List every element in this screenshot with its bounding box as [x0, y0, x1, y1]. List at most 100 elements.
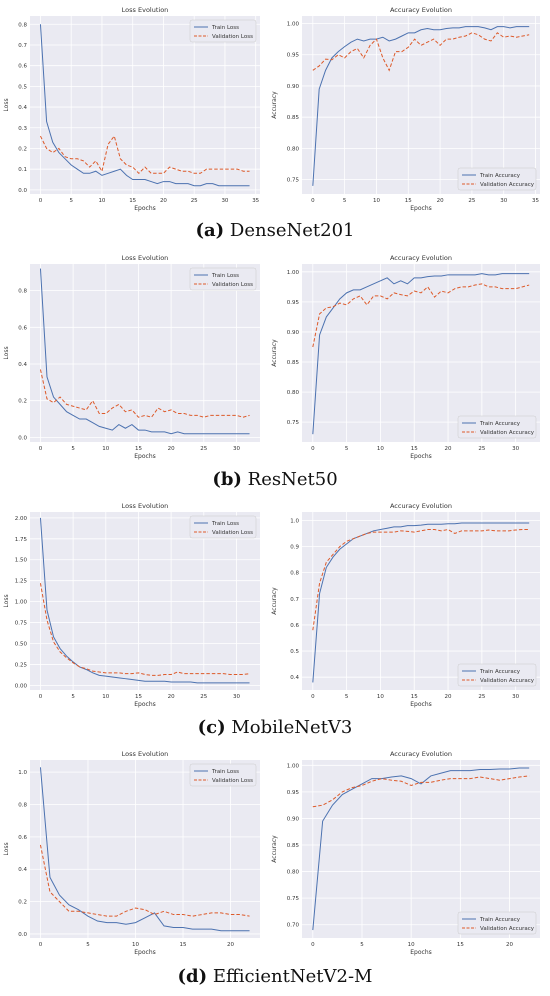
x-tick-label: 30	[221, 198, 228, 204]
y-tick-label: 0.8	[290, 571, 299, 577]
x-tick-label: 15	[457, 942, 464, 948]
y-axis-label: Loss	[3, 346, 10, 359]
legend-entry-label: Train Accuracy	[479, 669, 521, 675]
caption-label: (c)	[197, 717, 226, 738]
legend-entry-label: Train Loss	[211, 273, 239, 279]
y-tick-label: 0.0	[18, 435, 27, 441]
y-tick-label: 0.90	[287, 84, 300, 90]
legend-entry-label: Train Accuracy	[479, 173, 521, 179]
x-tick-label: 20	[445, 694, 452, 700]
y-tick-label: 0.6	[18, 835, 27, 841]
legend-box	[457, 167, 537, 191]
x-tick-label: 15	[135, 694, 142, 700]
y-tick-label: 0.85	[287, 360, 300, 366]
y-tick-label: 0.8	[18, 289, 27, 295]
plot-area	[302, 512, 540, 690]
y-tick-label: 0.3	[18, 126, 27, 132]
x-tick-label: 0	[39, 446, 43, 452]
x-tick-label: 25	[478, 694, 485, 700]
y-tick-label: 0.7	[18, 43, 27, 49]
y-axis-label: Loss	[3, 594, 10, 607]
x-tick-label: 0	[311, 446, 315, 452]
y-tick-label: 1.0	[290, 518, 299, 524]
y-tick-label: 2.00	[15, 516, 28, 522]
panel-caption: (b) ResNet50	[0, 469, 550, 490]
x-tick-label: 10	[102, 694, 109, 700]
y-tick-label: 0.0	[18, 932, 27, 938]
y-axis-label: Accuracy	[271, 835, 278, 863]
legend-entry-label: Validation Accuracy	[480, 678, 535, 684]
y-tick-label: 0.80	[287, 390, 300, 396]
y-tick-label: 0.95	[287, 790, 300, 796]
x-tick-label: 20	[168, 446, 175, 452]
legend-entry-label: Train Accuracy	[479, 421, 521, 427]
loss-chart-2: 0 5 10 15 20 25 30 0.0 0.2 0.4 0.6 0.8 Loss Evolutio…	[3, 254, 260, 460]
legend: Train Loss Validation Loss	[189, 19, 257, 43]
y-tick-label: 0.95	[287, 53, 300, 59]
x-tick-label: 35	[252, 198, 259, 204]
loss-chart-1: 0 5 10 15 20 25 30 35 0.0 0.1 0.2 0.3 0.4 0.5 0.6 0.7 0.…	[3, 6, 260, 212]
x-tick-label: 10	[102, 446, 109, 452]
loss-chart-4: 0 5 10 15 20 0.0 0.2 0.4 0.6 0.8 1.0 Loss Evolution…	[3, 750, 260, 956]
chart-title: Accuracy Evolution	[390, 502, 452, 510]
legend-box	[457, 663, 537, 687]
y-tick-label: 0.75	[287, 896, 300, 902]
y-tick-label: 0.2	[18, 399, 27, 405]
x-axis-label: Epochs	[134, 701, 156, 708]
x-tick-label: 15	[405, 198, 412, 204]
y-tick-label: 0.5	[18, 84, 27, 90]
panel-caption: (c) MobileNetV3	[0, 717, 550, 738]
y-tick-label: 0.8	[18, 803, 27, 809]
legend-box	[457, 911, 537, 935]
chart-title: Loss Evolution	[122, 6, 169, 14]
x-tick-label: 0	[311, 198, 315, 204]
legend-entry-label: Validation Loss	[212, 34, 253, 40]
x-tick-label: 10	[377, 694, 384, 700]
x-tick-label: 20	[160, 198, 167, 204]
legend: Train Accuracy Validation Accuracy	[457, 663, 537, 687]
x-tick-label: 5	[345, 446, 349, 452]
y-axis-label: Loss	[3, 98, 10, 111]
validation-series-line	[40, 134, 250, 175]
validation-series-line	[312, 283, 530, 348]
x-tick-label: 5	[345, 694, 349, 700]
legend-entry-label: Train Loss	[211, 25, 239, 31]
train-series-line	[39, 268, 250, 435]
legend-entry-label: Train Loss	[211, 521, 239, 527]
y-axis-label: Accuracy	[271, 339, 278, 367]
x-tick-label: 20	[227, 942, 234, 948]
x-axis-label: Epochs	[410, 701, 432, 708]
x-tick-label: 15	[411, 694, 418, 700]
legend-entry-label: Validation Loss	[212, 778, 253, 784]
x-tick-label: 25	[478, 446, 485, 452]
y-tick-label: 0.00	[15, 683, 28, 689]
y-tick-label: 0.75	[287, 420, 300, 426]
caption-label: (d)	[177, 966, 208, 987]
y-tick-label: 1.00	[287, 763, 300, 769]
train-series-line	[312, 522, 530, 683]
x-tick-label: 0	[39, 942, 43, 948]
legend: Train Loss Validation Loss	[189, 267, 257, 291]
plot-area	[302, 760, 540, 938]
y-tick-label: 0.80	[287, 870, 300, 876]
y-tick-label: 0.70	[287, 923, 300, 929]
y-tick-label: 0.2	[18, 900, 27, 906]
x-axis-label: Epochs	[410, 205, 432, 212]
y-tick-label: 0.1	[18, 167, 27, 173]
x-axis-label: Epochs	[410, 453, 432, 460]
x-tick-label: 30	[233, 446, 240, 452]
y-tick-label: 0.80	[287, 146, 300, 152]
y-tick-label: 1.00	[287, 21, 300, 27]
caption-model-name: ResNet50	[241, 469, 338, 490]
y-tick-label: 1.00	[15, 600, 28, 606]
x-tick-label: 0	[39, 198, 43, 204]
chart-title: Loss Evolution	[122, 254, 169, 262]
x-tick-label: 5	[360, 942, 364, 948]
y-tick-label: 0.75	[287, 178, 300, 184]
legend-box	[457, 415, 537, 439]
caption-model-name: MobileNetV3	[225, 717, 353, 738]
plot-area	[30, 16, 260, 194]
y-tick-label: 0.4	[18, 867, 27, 873]
x-tick-label: 0	[311, 694, 315, 700]
x-axis-label: Epochs	[410, 949, 432, 956]
